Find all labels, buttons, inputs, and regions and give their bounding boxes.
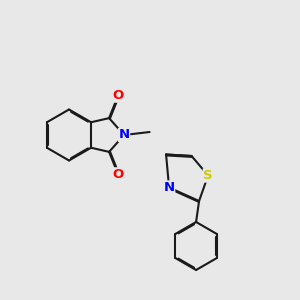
Text: N: N	[164, 181, 175, 194]
Text: O: O	[112, 89, 124, 102]
Text: O: O	[112, 168, 124, 181]
Text: S: S	[203, 169, 213, 182]
Text: N: N	[118, 128, 130, 142]
